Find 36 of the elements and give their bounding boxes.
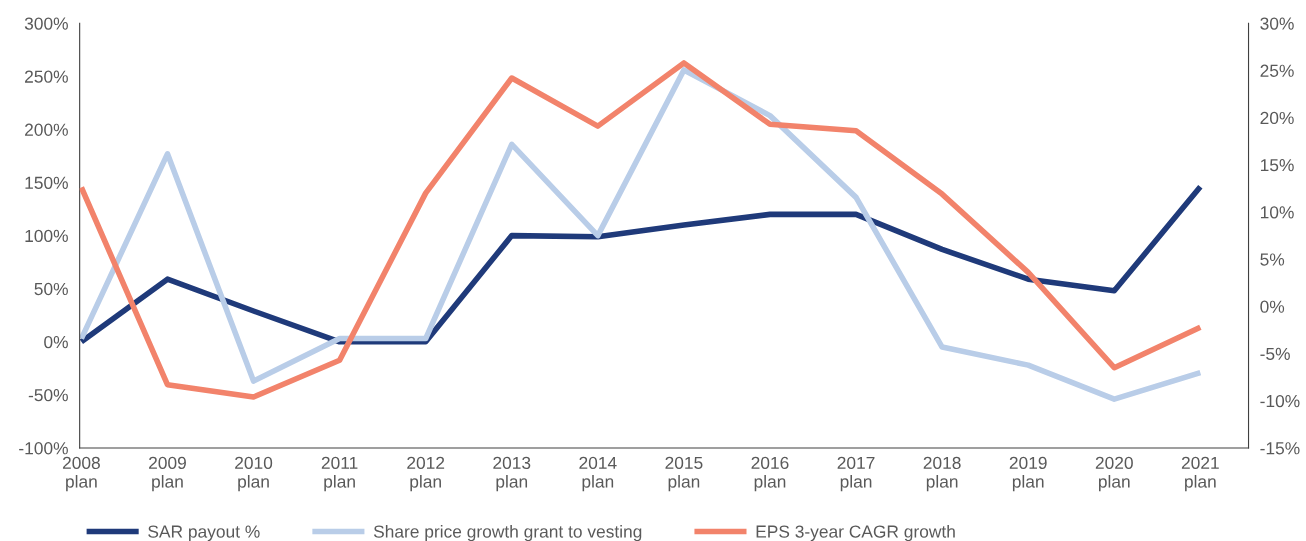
x-tick-label: 2010 plan bbox=[235, 456, 273, 492]
x-tick-label: 2021 plan bbox=[1181, 456, 1219, 492]
x-tick-label: 2012 plan bbox=[407, 456, 445, 492]
y2-tick-label: -5% bbox=[1260, 347, 1290, 361]
x-tick-label: 2019 plan bbox=[1009, 456, 1047, 492]
y-tick-label: -100% bbox=[19, 442, 68, 455]
y2-tick-label: 20% bbox=[1260, 111, 1294, 125]
y-tick-label: 250% bbox=[25, 70, 68, 83]
y-tick-label: 50% bbox=[34, 282, 68, 296]
x-tick-label: 2008 plan bbox=[62, 456, 100, 492]
y2-tick-label: -15% bbox=[1260, 442, 1300, 455]
y2-tick-label: 10% bbox=[1260, 206, 1294, 219]
y-tick-label: 300% bbox=[24, 17, 68, 30]
x-tick-label: 2011 plan bbox=[321, 456, 358, 492]
x-tick-label: 2015 plan bbox=[665, 456, 703, 492]
y-tick-label: 100% bbox=[25, 229, 68, 243]
y2-tick-label: 5% bbox=[1260, 253, 1285, 266]
x-tick-label: 2018 plan bbox=[923, 456, 961, 492]
x-tick-label: 2014 plan bbox=[579, 456, 617, 492]
x-tick-label: 2009 plan bbox=[149, 456, 186, 492]
x-tick-label: 2020 plan bbox=[1095, 456, 1133, 492]
y-tick-label: 150% bbox=[25, 176, 68, 189]
x-tick-label: 2016 plan bbox=[751, 456, 789, 492]
legend-label: EPS 3-year CAGR growth bbox=[756, 524, 955, 541]
y-tick-label: 200% bbox=[25, 123, 68, 136]
y2-tick-label: 0% bbox=[1260, 300, 1285, 313]
legend-label: SAR payout % bbox=[148, 525, 260, 541]
x-tick-label: 2017 plan bbox=[837, 456, 875, 492]
y-tick-label: -50% bbox=[28, 389, 68, 402]
x-tick-label: 2013 plan bbox=[493, 456, 531, 492]
y2-tick-label: 15% bbox=[1260, 159, 1294, 172]
legend-label: Share price growth grant to vesting bbox=[373, 524, 642, 541]
y2-tick-label: 25% bbox=[1260, 64, 1294, 77]
y2-tick-label: -10% bbox=[1260, 394, 1300, 408]
y-tick-label: 0% bbox=[44, 335, 68, 349]
y2-tick-label: 30% bbox=[1260, 17, 1294, 30]
